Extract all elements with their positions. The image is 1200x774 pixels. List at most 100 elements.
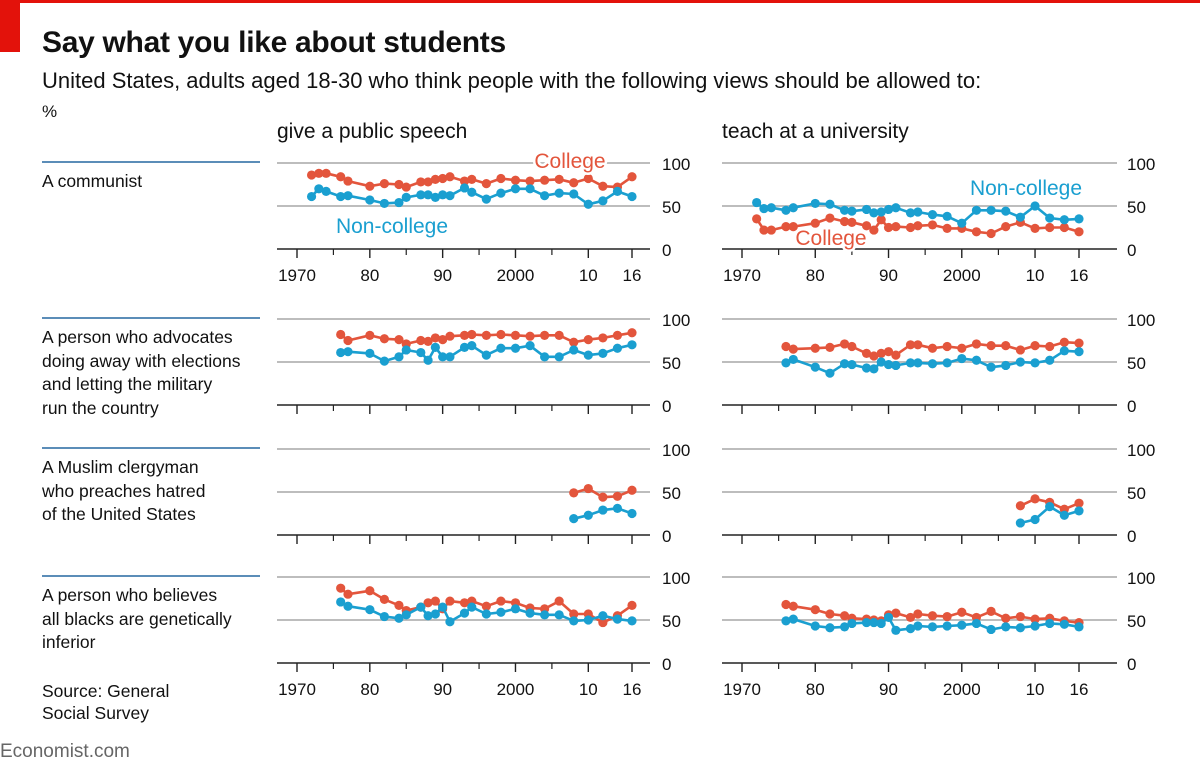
noncollege-point — [510, 184, 521, 194]
college-point — [306, 170, 317, 180]
noncollege-point — [540, 610, 550, 620]
college-point — [336, 172, 346, 182]
noncollege-point — [525, 184, 535, 194]
college-point — [913, 609, 923, 619]
college-point — [459, 598, 470, 608]
college-point — [627, 172, 637, 182]
chart-title: Say what you like about students — [42, 26, 506, 59]
y-tick-label: 0 — [662, 397, 671, 416]
noncollege-point — [883, 359, 894, 370]
noncollege-point — [314, 184, 324, 194]
noncollege-point — [1074, 622, 1084, 632]
noncollege-point — [876, 207, 886, 217]
college-point — [445, 596, 455, 606]
college-point — [1045, 222, 1055, 233]
college-point — [569, 609, 579, 619]
college-point — [459, 176, 470, 186]
college-point — [510, 175, 521, 185]
noncollege-point — [1001, 360, 1011, 371]
college-point — [869, 225, 879, 235]
noncollege-point — [336, 347, 346, 358]
college-point — [598, 333, 608, 343]
college-point — [905, 340, 916, 350]
noncollege-point — [876, 618, 886, 629]
row-label-racist: A person who believes all blacks are gen… — [42, 584, 272, 655]
college-point — [416, 335, 426, 346]
college-point — [481, 601, 491, 611]
college-point — [525, 331, 535, 341]
noncollege-point — [569, 345, 579, 355]
noncollege-point — [627, 191, 637, 202]
college-point — [467, 329, 477, 340]
noncollege-point — [583, 350, 593, 360]
row-label-line: A communist — [42, 171, 143, 191]
college-point — [365, 181, 375, 191]
noncollege-point — [788, 354, 798, 365]
college-point — [971, 339, 982, 349]
noncollege-point — [627, 616, 637, 626]
noncollege-point — [569, 189, 579, 199]
noncollege-point — [971, 618, 982, 629]
college-point — [379, 594, 389, 604]
college-point — [1015, 611, 1025, 622]
noncollege-point — [927, 210, 938, 220]
college-point — [957, 343, 967, 353]
y-tick-label: 0 — [662, 527, 671, 546]
noncollege-point — [1001, 206, 1011, 216]
x-tick-label: 2000 — [943, 266, 981, 285]
college-point — [343, 176, 353, 186]
college-point — [540, 330, 550, 340]
noncollege-point — [971, 355, 982, 365]
y-tick-label: 100 — [662, 155, 690, 174]
college-point — [1074, 227, 1084, 237]
noncollege-point — [423, 355, 433, 365]
top-rule — [0, 0, 1200, 3]
college-point — [336, 583, 346, 593]
noncollege-point — [365, 605, 375, 615]
college-point — [986, 606, 996, 617]
x-tick-label: 10 — [579, 680, 598, 699]
college-point — [1030, 494, 1040, 504]
noncollege-point — [781, 616, 791, 626]
college-point — [1059, 337, 1069, 347]
college-point — [423, 598, 433, 608]
noncollege-point — [905, 624, 916, 634]
noncollege-point — [554, 352, 564, 362]
college-point — [905, 612, 916, 623]
college-point — [927, 220, 938, 230]
noncollege-point — [1045, 618, 1055, 629]
college-point — [343, 335, 353, 346]
noncollege-label: Non-college — [970, 177, 1082, 200]
college-point — [394, 600, 404, 610]
y-tick-label: 100 — [662, 441, 690, 460]
college-point — [496, 596, 506, 606]
x-tick-label: 10 — [1026, 266, 1045, 285]
noncollege-point — [525, 608, 535, 618]
noncollege-point — [1015, 518, 1025, 528]
college-point — [430, 174, 440, 184]
noncollege-point — [416, 347, 426, 358]
college-point — [554, 330, 564, 340]
college-point — [1030, 223, 1040, 233]
noncollege-point — [905, 358, 916, 368]
y-tick-label: 50 — [1127, 484, 1146, 503]
college-point — [554, 596, 564, 606]
college-label: College — [795, 227, 866, 250]
college-point — [481, 330, 491, 340]
noncollege-point — [343, 191, 353, 201]
noncollege-point — [957, 353, 967, 364]
college-point — [986, 228, 996, 239]
noncollege-point — [430, 609, 440, 619]
college-point — [883, 347, 894, 357]
noncollege-point — [1059, 346, 1069, 356]
x-tick-label: 80 — [360, 680, 379, 699]
noncollege-point — [336, 191, 346, 202]
noncollege-point — [825, 623, 835, 633]
noncollege-point — [481, 609, 491, 619]
college-point — [569, 488, 579, 498]
college-point — [1074, 498, 1084, 508]
college-point — [1059, 222, 1069, 233]
noncollege-point — [788, 203, 798, 213]
x-tick-label: 10 — [579, 266, 598, 285]
college-point — [598, 492, 608, 502]
